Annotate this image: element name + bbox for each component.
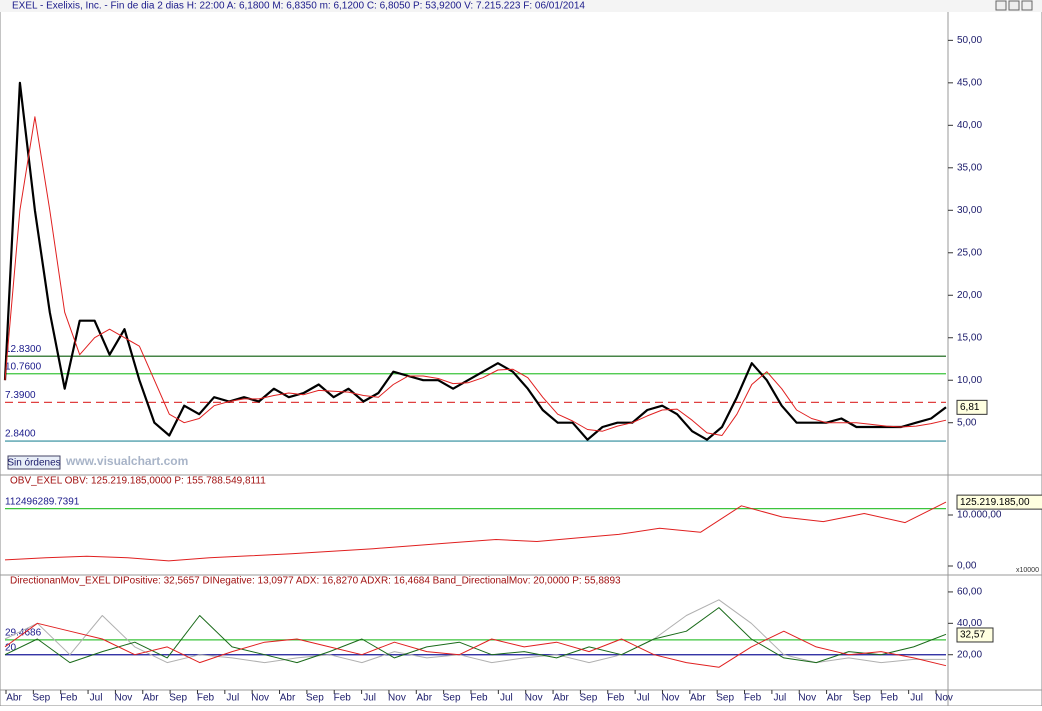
reference-label: 7.3900: [5, 390, 36, 401]
time-label: Sep: [169, 693, 187, 704]
y-tick-label: 10,00: [957, 375, 982, 386]
y-tick-label: 40,00: [957, 618, 982, 629]
y-tick-label: 20,00: [957, 290, 982, 301]
time-label: Feb: [744, 693, 762, 704]
y-tick-label: 25,00: [957, 247, 982, 258]
time-label: Feb: [881, 693, 899, 704]
series-line: [4, 599, 946, 664]
time-label: Sep: [306, 693, 324, 704]
series-line: [4, 116, 947, 436]
y-tick-label: 60,00: [957, 587, 982, 598]
window-title: EXEL - Exelixis, Inc. - Fin de dia 2 dia…: [12, 1, 585, 12]
reference-label: 20: [5, 642, 17, 653]
watermark: www.visualchart.com: [65, 454, 188, 468]
time-label: Nov: [798, 693, 816, 704]
y-tick-label: 30,00: [957, 205, 982, 216]
time-label: Jul: [363, 693, 376, 704]
time-label: Nov: [935, 693, 953, 704]
window-buttons[interactable]: [995, 0, 1033, 11]
y-tick-label: 10.000,00: [957, 510, 1002, 521]
time-label: Feb: [60, 693, 78, 704]
y-tick-label: 35,00: [957, 162, 982, 173]
time-label: Jul: [773, 693, 786, 704]
y-tick-label: 20,00: [957, 649, 982, 660]
reference-label: 2.8400: [5, 429, 36, 440]
time-label: Abr: [6, 693, 22, 704]
last-value-label: 32,57: [960, 630, 985, 641]
maximize-button[interactable]: [1008, 0, 1020, 11]
y-tick-label: 40,00: [957, 120, 982, 131]
series-line: [3, 81, 947, 441]
time-label: Nov: [525, 693, 543, 704]
panel-header: OBV_EXEL OBV: 125.219.185,0000 P: 155.78…: [10, 476, 266, 487]
minimize-button[interactable]: [995, 0, 1007, 11]
time-label: Jul: [226, 693, 239, 704]
reference-label: 10.7600: [5, 361, 42, 372]
orders-button-label[interactable]: Sin órdenes: [7, 458, 60, 469]
series-line: [4, 501, 947, 562]
panel-header: DirectionanMov_EXEL DIPositive: 32,5657 …: [10, 576, 621, 587]
time-label: Abr: [553, 693, 569, 704]
last-value-label: 125.219.185,00: [960, 497, 1030, 508]
reference-label: 12.8300: [5, 344, 42, 355]
time-label: Jul: [90, 693, 103, 704]
y-tick-label: 50,00: [957, 35, 982, 46]
y-tick-label: 0,00: [957, 561, 977, 572]
time-label: Nov: [662, 693, 680, 704]
time-label: Feb: [470, 693, 488, 704]
y-tick-label: 45,00: [957, 77, 982, 88]
series-line: [4, 607, 947, 664]
time-label: Abr: [280, 693, 296, 704]
title-bar: [0, 0, 1042, 12]
y-tick-label: 15,00: [957, 332, 982, 343]
time-label: Jul: [637, 693, 650, 704]
time-label: Sep: [443, 693, 461, 704]
last-value-box: [956, 627, 994, 643]
time-label: Abr: [417, 693, 433, 704]
last-value-label: 6,81: [960, 402, 980, 413]
time-label: Feb: [607, 693, 625, 704]
orders-button[interactable]: [7, 455, 61, 470]
last-value-box: [956, 494, 1042, 510]
time-label: Nov: [115, 693, 133, 704]
time-label: Jul: [910, 693, 923, 704]
series-line: [4, 622, 947, 668]
y-tick-label: 5,00: [957, 417, 977, 428]
time-label: Sep: [580, 693, 598, 704]
last-value-box: [956, 399, 988, 415]
time-label: Sep: [716, 693, 734, 704]
scale-note: x10000: [1016, 567, 1039, 574]
time-label: Feb: [334, 693, 352, 704]
reference-label: 112496289.7391: [5, 496, 80, 507]
time-label: Nov: [251, 693, 269, 704]
time-label: Feb: [197, 693, 215, 704]
time-label: Abr: [827, 693, 843, 704]
time-label: Sep: [32, 693, 50, 704]
time-label: Jul: [500, 693, 513, 704]
time-label: Sep: [853, 693, 871, 704]
time-label: Nov: [388, 693, 406, 704]
time-label: Abr: [143, 693, 159, 704]
time-label: Abr: [690, 693, 706, 704]
close-button[interactable]: [1021, 0, 1033, 11]
